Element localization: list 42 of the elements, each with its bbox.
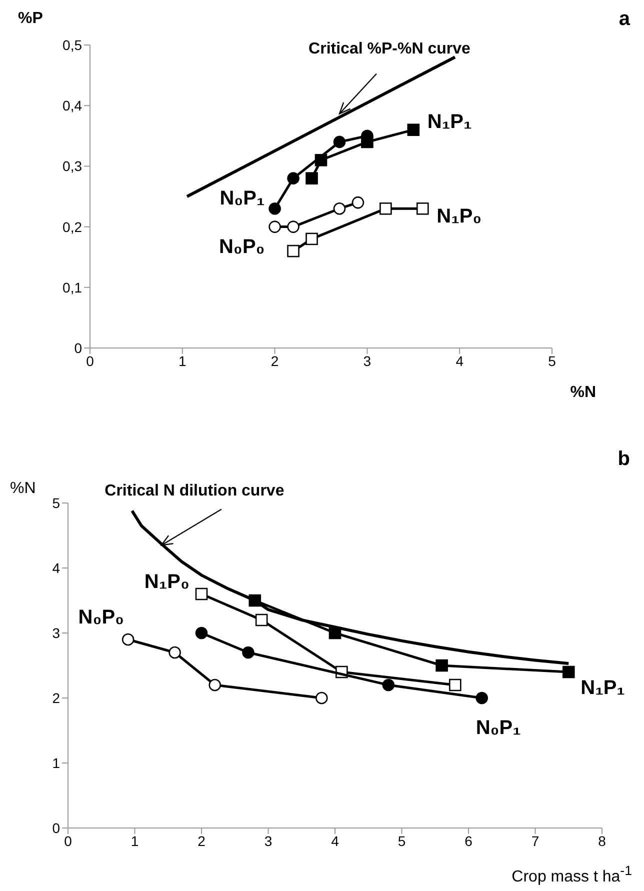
- y-tick-label: 0: [74, 340, 82, 356]
- y-axis-title: %N: [10, 480, 36, 498]
- y-tick-label: 4: [52, 560, 60, 576]
- y-tick-label: 1: [52, 754, 60, 771]
- text: a: [618, 8, 630, 31]
- series-label: N₁P₁: [427, 110, 472, 133]
- x-tick-label: 5: [548, 352, 556, 369]
- annotation: Critical %P-%N curve: [308, 40, 470, 58]
- y-tick-label: 2: [52, 690, 60, 706]
- series-label: N₁P₀: [436, 206, 482, 228]
- series-label: N₀P₀: [78, 606, 124, 628]
- x-axis-title: Crop mass t ha$^{-1}$: [512, 862, 632, 886]
- y-axis-title: %P: [18, 10, 43, 28]
- y-tick-label: 0: [52, 820, 60, 836]
- series-label: N₀P₀: [218, 236, 265, 258]
- y-tick-label: 0,5: [62, 36, 82, 53]
- x-tick-label: 2: [270, 352, 279, 369]
- y-tick-label: 5: [52, 494, 60, 511]
- x-tick-label: 2: [198, 832, 206, 849]
- series-label: N₀P₁: [220, 188, 265, 210]
- x-tick-label: 3: [264, 832, 272, 849]
- x-tick-label: 6: [464, 832, 473, 849]
- x-tick-label: 8: [598, 832, 606, 849]
- x-tick-label: 1: [130, 832, 139, 849]
- x-axis-title: %N: [570, 384, 596, 402]
- series-label: N₀P₁: [476, 717, 521, 739]
- x-tick-label: 3: [363, 352, 372, 369]
- series-label: N₁P₀: [144, 571, 190, 593]
- text: b: [618, 448, 630, 471]
- x-tick-label: 4: [456, 352, 464, 369]
- y-tick-label: 0,1: [62, 279, 82, 296]
- y-tick-label: 0,4: [62, 98, 82, 114]
- series-label: N₁P₁: [580, 677, 625, 699]
- y-tick-label: 0,2: [62, 218, 82, 235]
- y-tick-label: 3: [52, 624, 60, 641]
- y-tick-label: 0,3: [62, 158, 82, 174]
- x-tick-label: 5: [398, 832, 406, 849]
- x-tick-label: 1: [178, 352, 186, 369]
- annotation: Critical N dilution curve: [104, 482, 284, 500]
- x-tick-label: 4: [331, 832, 340, 849]
- x-tick-label: 0: [86, 352, 94, 369]
- x-tick-label: 7: [531, 832, 540, 849]
